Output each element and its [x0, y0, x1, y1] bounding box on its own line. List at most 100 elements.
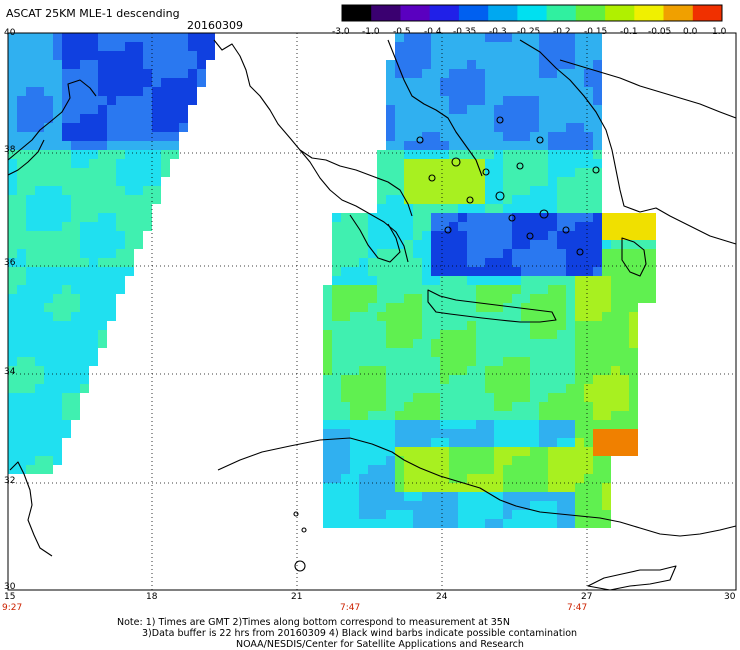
field-cell: [395, 438, 404, 447]
field-cell: [449, 492, 458, 501]
field-cell: [332, 375, 341, 384]
field-cell: [368, 393, 377, 402]
field-cell: [44, 204, 53, 213]
field-cell: [332, 384, 341, 393]
time-label-2: 7:47: [567, 603, 588, 613]
field-cell: [134, 141, 143, 150]
field-cell: [404, 321, 413, 330]
field-cell: [638, 213, 647, 222]
field-cell: [611, 285, 620, 294]
field-cell: [440, 411, 449, 420]
field-cell: [539, 87, 548, 96]
field-cell: [584, 132, 593, 141]
field-cell: [152, 33, 161, 42]
field-cell: [467, 204, 476, 213]
field-cell: [503, 357, 512, 366]
field-cell: [593, 195, 602, 204]
field-cell: [566, 285, 575, 294]
field-cell: [35, 87, 44, 96]
field-cell: [476, 186, 485, 195]
field-cell: [575, 357, 584, 366]
field-cell: [611, 222, 620, 231]
field-cell: [359, 330, 368, 339]
field-cell: [395, 177, 404, 186]
field-cell: [395, 447, 404, 456]
field-cell: [143, 96, 152, 105]
field-cell: [377, 168, 386, 177]
field-cell: [80, 96, 89, 105]
field-cell: [332, 240, 341, 249]
field-cell: [512, 429, 521, 438]
field-cell: [341, 294, 350, 303]
field-cell: [17, 213, 26, 222]
field-cell: [503, 492, 512, 501]
field-cell: [116, 231, 125, 240]
field-cell: [566, 195, 575, 204]
field-cell: [386, 240, 395, 249]
field-cell: [530, 393, 539, 402]
field-cell: [440, 132, 449, 141]
field-cell: [512, 357, 521, 366]
field-cell: [377, 204, 386, 213]
field-cell: [8, 87, 17, 96]
field-cell: [566, 150, 575, 159]
field-cell: [548, 132, 557, 141]
field-cell: [476, 384, 485, 393]
field-cell: [8, 195, 17, 204]
field-cell: [413, 150, 422, 159]
field-cell: [440, 285, 449, 294]
colorbar-frame: [341, 4, 723, 22]
field-cell: [593, 420, 602, 429]
field-cell: [539, 267, 548, 276]
colorbar-label-1: -1.0: [362, 27, 380, 37]
field-cell: [350, 222, 359, 231]
field-cell: [539, 474, 548, 483]
field-cell: [17, 168, 26, 177]
field-cell: [593, 204, 602, 213]
field-cell: [80, 303, 89, 312]
field-cell: [359, 222, 368, 231]
field-cell: [98, 195, 107, 204]
field-cell: [521, 60, 530, 69]
field-cell: [35, 321, 44, 330]
field-cell: [332, 402, 341, 411]
field-cell: [440, 501, 449, 510]
field-cell: [575, 222, 584, 231]
field-cell: [161, 150, 170, 159]
field-cell: [71, 321, 80, 330]
field-cell: [539, 159, 548, 168]
field-cell: [485, 375, 494, 384]
field-cell: [530, 312, 539, 321]
field-cell: [458, 105, 467, 114]
field-cell: [566, 213, 575, 222]
field-cell: [80, 357, 89, 366]
field-cell: [80, 123, 89, 132]
field-cell: [611, 375, 620, 384]
field-cell: [584, 510, 593, 519]
field-cell: [359, 285, 368, 294]
field-cell: [557, 492, 566, 501]
field-cell: [593, 141, 602, 150]
field-cell: [377, 312, 386, 321]
field-cell: [17, 330, 26, 339]
field-cell: [8, 69, 17, 78]
field-cell: [485, 402, 494, 411]
field-cell: [17, 321, 26, 330]
field-cell: [134, 51, 143, 60]
field-cell: [35, 69, 44, 78]
field-cell: [503, 438, 512, 447]
field-cell: [548, 258, 557, 267]
field-cell: [332, 357, 341, 366]
field-cell: [98, 303, 107, 312]
field-cell: [404, 420, 413, 429]
field-cell: [368, 411, 377, 420]
field-cell: [539, 285, 548, 294]
field-cell: [548, 42, 557, 51]
field-cell: [17, 384, 26, 393]
field-cell: [593, 294, 602, 303]
field-cell: [107, 132, 116, 141]
field-cell: [557, 285, 566, 294]
field-cell: [512, 60, 521, 69]
field-cell: [476, 420, 485, 429]
field-cell: [80, 42, 89, 51]
